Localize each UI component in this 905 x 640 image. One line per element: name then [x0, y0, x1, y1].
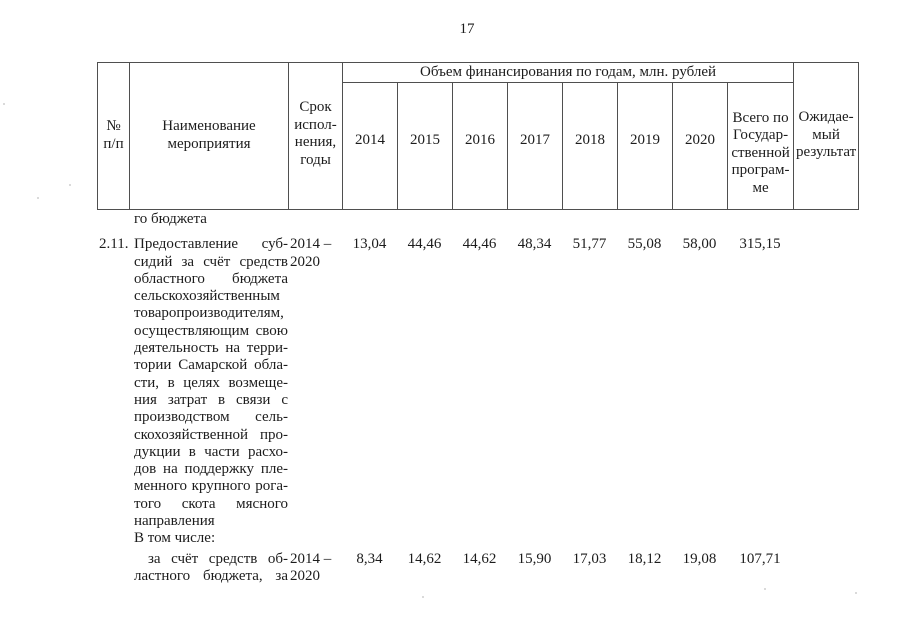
cell-year-value: 51,77	[572, 236, 607, 253]
cell-year-value: 55,08	[627, 236, 662, 253]
table-body: го бюджета 2.11. Предоставление суб-сиди…	[97, 208, 858, 585]
cell-year-value: 15,90	[517, 550, 552, 567]
scan-speck	[3, 103, 5, 105]
scan-speck	[855, 592, 857, 594]
scan-speck	[37, 197, 39, 199]
header-year-2015: 2015	[397, 81, 453, 210]
cell-year-value: 17,03	[572, 550, 607, 567]
header-year-2019: 2019	[617, 81, 673, 210]
header-year-2018: 2018	[562, 81, 618, 210]
cell-activity-name: Предоставление суб-сидий за счёт средств…	[134, 236, 288, 547]
header-year-2016: 2016	[452, 81, 508, 210]
cell-year-value: 48,34	[517, 236, 552, 253]
header-year-2020: 2020	[672, 81, 728, 210]
cell-year-value: 19,08	[682, 550, 717, 567]
header-year-2014: 2014	[342, 81, 398, 210]
header-col-number: № п/п	[97, 62, 130, 210]
header-financing-span: Объем финансирования по годам, млн. рубл…	[341, 62, 795, 83]
cell-year-value: 14,62	[462, 550, 497, 567]
table-row: 2.11. Предоставление суб-сидий за счёт с…	[97, 236, 858, 547]
header-col-program-total: Всего по Государ- ственной програм- ме	[726, 81, 795, 210]
scan-speck	[69, 184, 71, 186]
cell-program-total: 107,71	[739, 550, 781, 567]
cell-year-value: 13,04	[352, 236, 387, 253]
scan-speck	[764, 588, 766, 590]
cell-year-value: 18,12	[627, 550, 662, 567]
cell-year-value: 14,62	[407, 550, 442, 567]
cell-term: 2014 – 2020	[290, 236, 332, 270]
cell-activity-name: го бюджета	[134, 211, 207, 227]
header-year-2017: 2017	[507, 81, 563, 210]
cell-term: 2014 – 2020	[290, 550, 332, 584]
table-row: го бюджета	[97, 211, 858, 228]
table-row: за счёт средств об-ластного бюджета, за …	[97, 551, 858, 586]
cell-year-value: 8,34	[356, 550, 383, 567]
page-number: 17	[459, 21, 475, 37]
cell-year-value: 58,00	[682, 236, 717, 253]
header-col-expected-result: Ожидае- мый результат	[793, 62, 860, 210]
header-col-activity-name: Наименование мероприятия	[129, 62, 289, 210]
cell-program-total: 315,15	[739, 236, 781, 253]
program-table-header: № п/п Наименование мероприятия Срок испо…	[97, 62, 860, 210]
cell-activity-name: за счёт средств об-ластного бюджета, за	[134, 550, 288, 584]
cell-year-value: 44,46	[462, 236, 497, 253]
header-col-term: Срок испол- нения, годы	[288, 62, 343, 210]
cell-row-number: 2.11.	[99, 236, 129, 253]
scan-speck	[422, 596, 424, 598]
cell-year-value: 44,46	[407, 236, 442, 253]
